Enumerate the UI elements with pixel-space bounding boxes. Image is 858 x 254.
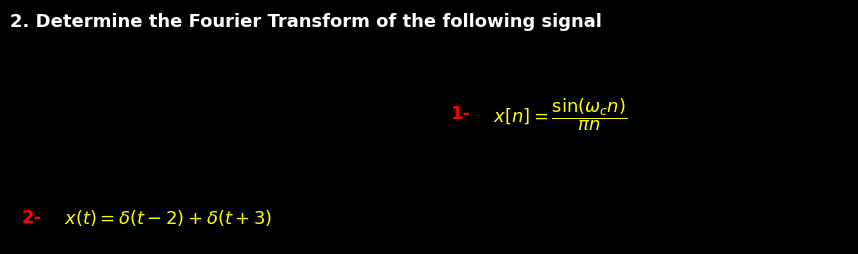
Text: 1-: 1-	[450, 105, 470, 123]
Text: $x(t) = \delta(t - 2) + \delta(t + 3)$: $x(t) = \delta(t - 2) + \delta(t + 3)$	[64, 209, 273, 228]
Text: $x[n] = \dfrac{\sin(\omega_c n)}{\pi n}$: $x[n] = \dfrac{\sin(\omega_c n)}{\pi n}$	[493, 96, 628, 133]
Text: 2-: 2-	[21, 210, 41, 227]
Text: 2. Determine the Fourier Transform of the following signal: 2. Determine the Fourier Transform of th…	[10, 13, 602, 31]
